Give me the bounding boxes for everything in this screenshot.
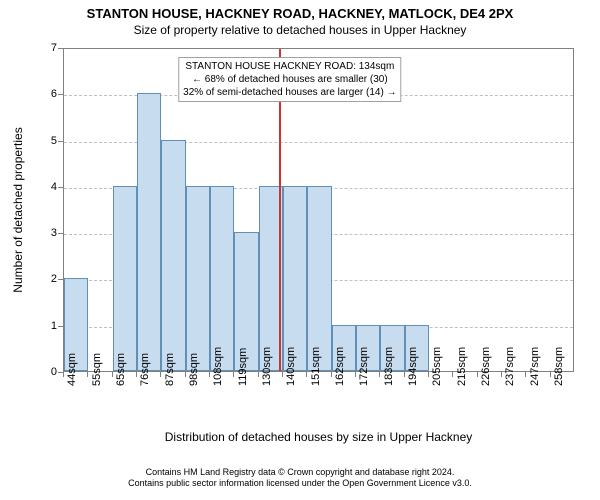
annotation-box: STANTON HOUSE HACKNEY ROAD: 134sqm← 68% … — [178, 57, 401, 102]
y-tick-label: 0 — [39, 366, 57, 378]
x-tick-mark — [87, 372, 88, 377]
x-tick-mark — [306, 372, 307, 377]
chart-subtitle: Size of property relative to detached ho… — [0, 23, 600, 39]
footer-line-1: Contains HM Land Registry data © Crown c… — [0, 467, 600, 479]
bar — [210, 186, 234, 371]
y-tick-label: 6 — [39, 88, 57, 100]
y-tick-mark — [58, 326, 63, 327]
bar — [283, 186, 307, 371]
x-tick-mark — [136, 372, 137, 377]
x-tick-mark — [525, 372, 526, 377]
x-tick-mark — [258, 372, 259, 377]
chart-root: STANTON HOUSE, HACKNEY ROAD, HACKNEY, MA… — [0, 0, 600, 500]
x-axis-label: Distribution of detached houses by size … — [63, 430, 574, 444]
x-tick-mark — [63, 372, 64, 377]
bar — [113, 186, 137, 371]
y-tick-mark — [58, 94, 63, 95]
footer-line-2: Contains public sector information licen… — [0, 478, 600, 490]
annotation-line: 32% of semi-detached houses are larger (… — [183, 86, 396, 99]
y-tick-mark — [58, 187, 63, 188]
y-tick-label: 2 — [39, 273, 57, 285]
y-tick-label: 5 — [39, 135, 57, 147]
y-tick-mark — [58, 48, 63, 49]
x-tick-mark — [379, 372, 380, 377]
annotation-line: STANTON HOUSE HACKNEY ROAD: 134sqm — [183, 60, 396, 73]
chart-title: STANTON HOUSE, HACKNEY ROAD, HACKNEY, MA… — [0, 6, 600, 23]
x-tick-mark — [282, 372, 283, 377]
x-tick-mark — [404, 372, 405, 377]
plot-area: STANTON HOUSE HACKNEY ROAD: 134sqm← 68% … — [63, 48, 574, 372]
x-tick-mark — [185, 372, 186, 377]
x-tick-mark — [452, 372, 453, 377]
x-tick-mark — [477, 372, 478, 377]
x-tick-mark — [209, 372, 210, 377]
x-tick-mark — [355, 372, 356, 377]
y-tick-label: 3 — [39, 227, 57, 239]
x-tick-mark — [112, 372, 113, 377]
y-tick-mark — [58, 279, 63, 280]
x-tick-mark — [428, 372, 429, 377]
x-tick-mark — [233, 372, 234, 377]
x-tick-mark — [160, 372, 161, 377]
bar — [161, 140, 185, 371]
annotation-line: ← 68% of detached houses are smaller (30… — [183, 73, 396, 86]
y-tick-mark — [58, 233, 63, 234]
bar — [186, 186, 210, 371]
x-tick-mark — [501, 372, 502, 377]
y-tick-label: 1 — [39, 320, 57, 332]
y-tick-label: 7 — [39, 42, 57, 54]
x-tick-mark — [550, 372, 551, 377]
footer: Contains HM Land Registry data © Crown c… — [0, 467, 600, 490]
y-tick-label: 4 — [39, 181, 57, 193]
bar — [307, 186, 331, 371]
bar — [137, 93, 161, 371]
y-tick-mark — [58, 141, 63, 142]
x-tick-mark — [331, 372, 332, 377]
y-axis-label: Number of detached properties — [11, 127, 25, 292]
